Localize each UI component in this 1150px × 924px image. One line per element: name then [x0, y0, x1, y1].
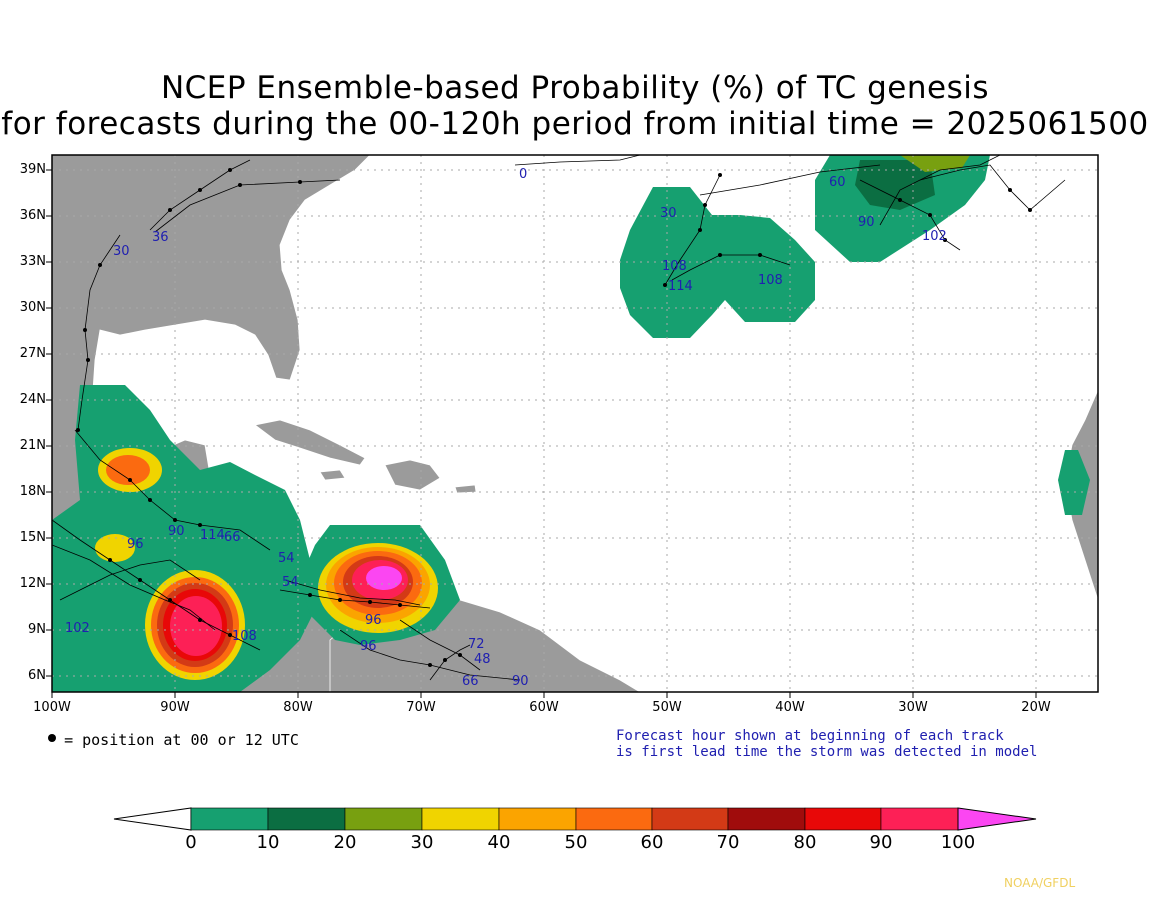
hispaniola-land: [384, 459, 441, 491]
lon-label: 30W: [898, 700, 928, 715]
hour-label: 72: [468, 637, 485, 652]
track-position-dots: [76, 168, 1032, 667]
colorbar-swatch: [267, 807, 346, 831]
colorbar-label: 60: [640, 832, 664, 853]
lat-label: 39N: [19, 162, 46, 177]
map-title-line1: NCEP Ensemble-based Probability (%) of T…: [160, 70, 990, 106]
colorbar-label: 100: [940, 832, 976, 853]
hour-label: 60: [829, 175, 846, 190]
colorbar-swatch: [880, 807, 959, 831]
lon-label: 40W: [775, 700, 805, 715]
lat-label: 12N: [19, 576, 46, 591]
hour-label: 54: [282, 575, 299, 590]
legend-position-label: = position at 00 or 12 UTC: [64, 731, 299, 749]
colorbar-swatch: [575, 807, 653, 831]
storm-tracks: [52, 155, 1066, 681]
lon-label: 80W: [283, 700, 313, 715]
hour-label: 114: [200, 528, 225, 543]
legend-dot-icon: [48, 734, 56, 742]
lon-label: 100W: [33, 700, 71, 715]
axis-ticks: [46, 169, 1037, 698]
prob-caribbean-100: [366, 566, 402, 590]
lat-label: 30N: [19, 300, 46, 315]
lat-label: 18N: [19, 484, 46, 499]
colorbar-min-arrow: [113, 807, 192, 831]
prob-area-ne-atlantic-30: [900, 155, 970, 172]
note-line1: Forecast hour shown at beginning of each…: [616, 728, 1004, 744]
hour-label: 30: [660, 206, 677, 221]
hour-label: 48: [474, 652, 491, 667]
hour-label: 108: [662, 259, 687, 274]
legend-position-text: = position at 00 or 12 UTC: [46, 731, 299, 749]
lat-label: 9N: [28, 622, 46, 637]
colorbar-label: 70: [716, 832, 740, 853]
hour-label: 0: [519, 167, 527, 182]
colorbar-label: 50: [564, 832, 588, 853]
hour-label: 96: [360, 639, 377, 654]
colorbar-label: 40: [487, 832, 511, 853]
note-line2: is first lead time the storm was detecte…: [616, 744, 1038, 760]
colorbar-label: 20: [333, 832, 357, 853]
colorbar-swatch: [651, 807, 729, 831]
lon-label: 70W: [406, 700, 436, 715]
colorbar-label: 90: [869, 832, 893, 853]
lat-label: 33N: [19, 254, 46, 269]
colorbar-swatch: [344, 807, 423, 831]
colorbar-swatch: [727, 807, 806, 831]
prob-gulf-50: [106, 455, 150, 485]
prob-central-america-100: [170, 596, 222, 656]
colorbar: [113, 807, 1037, 831]
hour-label: 66: [462, 674, 479, 689]
colorbar-swatch: [421, 807, 500, 831]
credit-text: NOAA/GFDL: [1004, 876, 1076, 890]
colorbar-swatch: [190, 807, 269, 831]
colorbar-label: 30: [410, 832, 434, 853]
hour-label: 114: [668, 279, 693, 294]
hour-label: 36: [152, 230, 169, 245]
lat-label: 15N: [19, 530, 46, 545]
hour-label: 90: [512, 674, 529, 689]
forecast-hour-note: Forecast hour shown at beginning of each…: [616, 728, 1037, 760]
lat-label: 36N: [19, 208, 46, 223]
hour-label: 102: [65, 621, 90, 636]
colorbar-max-arrow: [957, 807, 1037, 831]
hour-label: 108: [758, 273, 783, 288]
lon-label: 20W: [1021, 700, 1051, 715]
jamaica-land: [319, 469, 346, 481]
hour-label: 96: [365, 613, 382, 628]
lat-label: 24N: [19, 392, 46, 407]
lon-label: 50W: [652, 700, 682, 715]
hour-label: 66: [224, 530, 241, 545]
lon-label: 60W: [529, 700, 559, 715]
prob-pacific-30: [95, 534, 135, 562]
hour-label: 102: [922, 229, 947, 244]
lat-label: 27N: [19, 346, 46, 361]
lat-label: 21N: [19, 438, 46, 453]
hour-label: 90: [168, 524, 185, 539]
colorbar-label: 10: [256, 832, 280, 853]
lon-label: 90W: [160, 700, 190, 715]
forecast-hour-labels: 0 30 36 30 60 90 102 108 108 114 54 54 9…: [65, 167, 947, 689]
map-frame: [51, 154, 1099, 693]
prob-area-africa-coast: [1058, 450, 1090, 515]
hour-label: 108: [232, 629, 257, 644]
hour-label: 30: [113, 244, 130, 259]
prob-area-ne-atlantic-20: [855, 160, 935, 210]
puerto-rico-land: [454, 484, 477, 494]
hour-label: 54: [278, 551, 295, 566]
colorbar-swatch: [498, 807, 577, 831]
hour-label: 90: [858, 215, 875, 230]
colorbar-swatch: [804, 807, 882, 831]
colorbar-label: 0: [185, 832, 197, 853]
colorbar-label: 80: [793, 832, 817, 853]
lat-label: 6N: [28, 668, 46, 683]
hour-label: 96: [127, 537, 144, 552]
map-title-line2: for forecasts during the 00-120h period …: [1, 106, 1149, 142]
cuba-land: [254, 419, 366, 466]
